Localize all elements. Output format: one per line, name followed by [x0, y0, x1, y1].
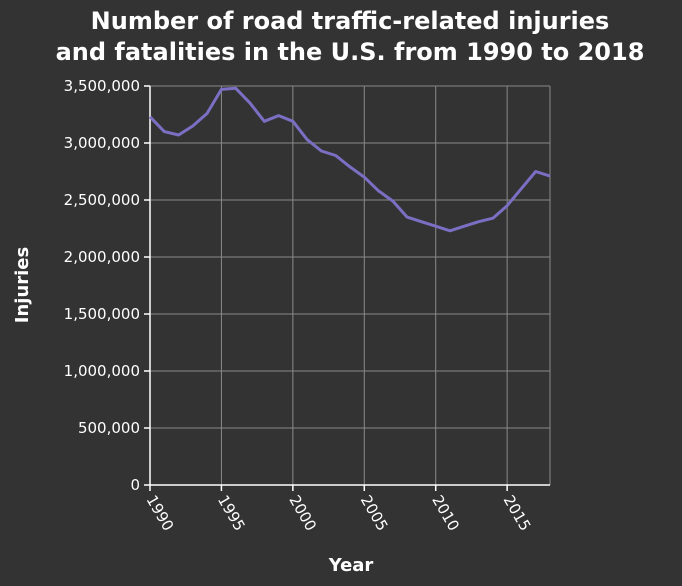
x-tick-label: 2010 — [428, 492, 463, 534]
y-axis-title: Injuries — [12, 247, 33, 323]
x-tick-label: 2015 — [500, 492, 535, 534]
x-tick-label: 2005 — [357, 492, 392, 534]
y-tick-label: 0 — [130, 476, 140, 494]
y-axis-ticks: 0 500,000 1,000,000 1,500,000 2,000,000 2,500… — [64, 77, 150, 494]
x-tick-label: 1990 — [143, 492, 178, 534]
y-tick-label: 2,000,000 — [64, 248, 140, 266]
x-tick-label: 1995 — [214, 492, 249, 534]
chart-gridlines — [149, 85, 551, 486]
y-tick-label: 3,000,000 — [64, 134, 140, 152]
y-tick-label: 1,000,000 — [64, 362, 140, 380]
chart-title-line-1: Number of road traffic-related injuries — [91, 7, 610, 35]
x-tick-label: 2000 — [285, 492, 320, 534]
chart-axes — [149, 86, 550, 486]
y-tick-label: 1,500,000 — [64, 305, 140, 323]
series-line-injuries — [148, 86, 551, 233]
x-axis-title: Year — [328, 555, 374, 576]
y-tick-label: 500,000 — [78, 419, 140, 437]
y-tick-label: 2,500,000 — [64, 191, 140, 209]
y-tick-label: 3,500,000 — [64, 77, 140, 95]
x-axis-ticks: 1990 1995 2000 2005 2010 2015 — [143, 485, 535, 534]
chart-title-line-2: and fatalities in the U.S. from 1990 to … — [56, 38, 645, 66]
